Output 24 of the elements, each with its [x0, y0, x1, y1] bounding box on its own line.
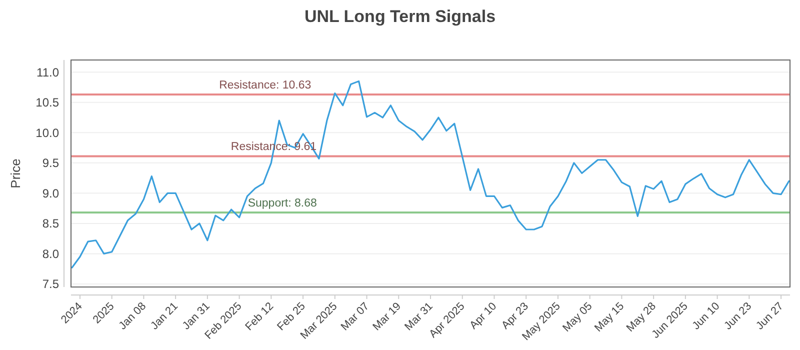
x-tick-label: Feb 12 — [243, 300, 276, 334]
x-tick-label: Apr 10 — [468, 300, 500, 332]
line-series — [71, 80, 790, 268]
y-tick-label: 8.5 — [42, 216, 60, 231]
x-tick-label: Jan 08 — [116, 300, 149, 332]
y-tick-label: 10.0 — [36, 126, 60, 140]
y-tick-label: 11.0 — [36, 65, 60, 80]
x-tick-label: May 15 — [592, 300, 627, 334]
x-tick-label: Jan 21 — [148, 300, 180, 332]
x-tick-label: Mar 07 — [338, 300, 372, 334]
x-tick-label: Jun 23 — [722, 300, 754, 332]
chart-title: UNL Long Term Signals — [304, 7, 496, 26]
x-tick-label: Mar 19 — [370, 300, 404, 334]
x-tick-label: Jun 10 — [690, 300, 722, 332]
y-tick-label: 10.5 — [36, 96, 60, 110]
y-tick-label: 7.5 — [42, 277, 60, 292]
y-axis-title: Price — [8, 158, 23, 188]
x-tick-label: May 05 — [560, 300, 595, 334]
x-tick-label: Jun 27 — [754, 300, 786, 332]
ref-line-label: Support: 8.68 — [248, 198, 317, 210]
y-tick-label: 9.0 — [42, 186, 60, 200]
ref-line-label: Resistance: 10.63 — [219, 80, 312, 92]
y-tick-label: 9.5 — [42, 156, 60, 170]
y-tick-label: 8.0 — [42, 246, 60, 261]
